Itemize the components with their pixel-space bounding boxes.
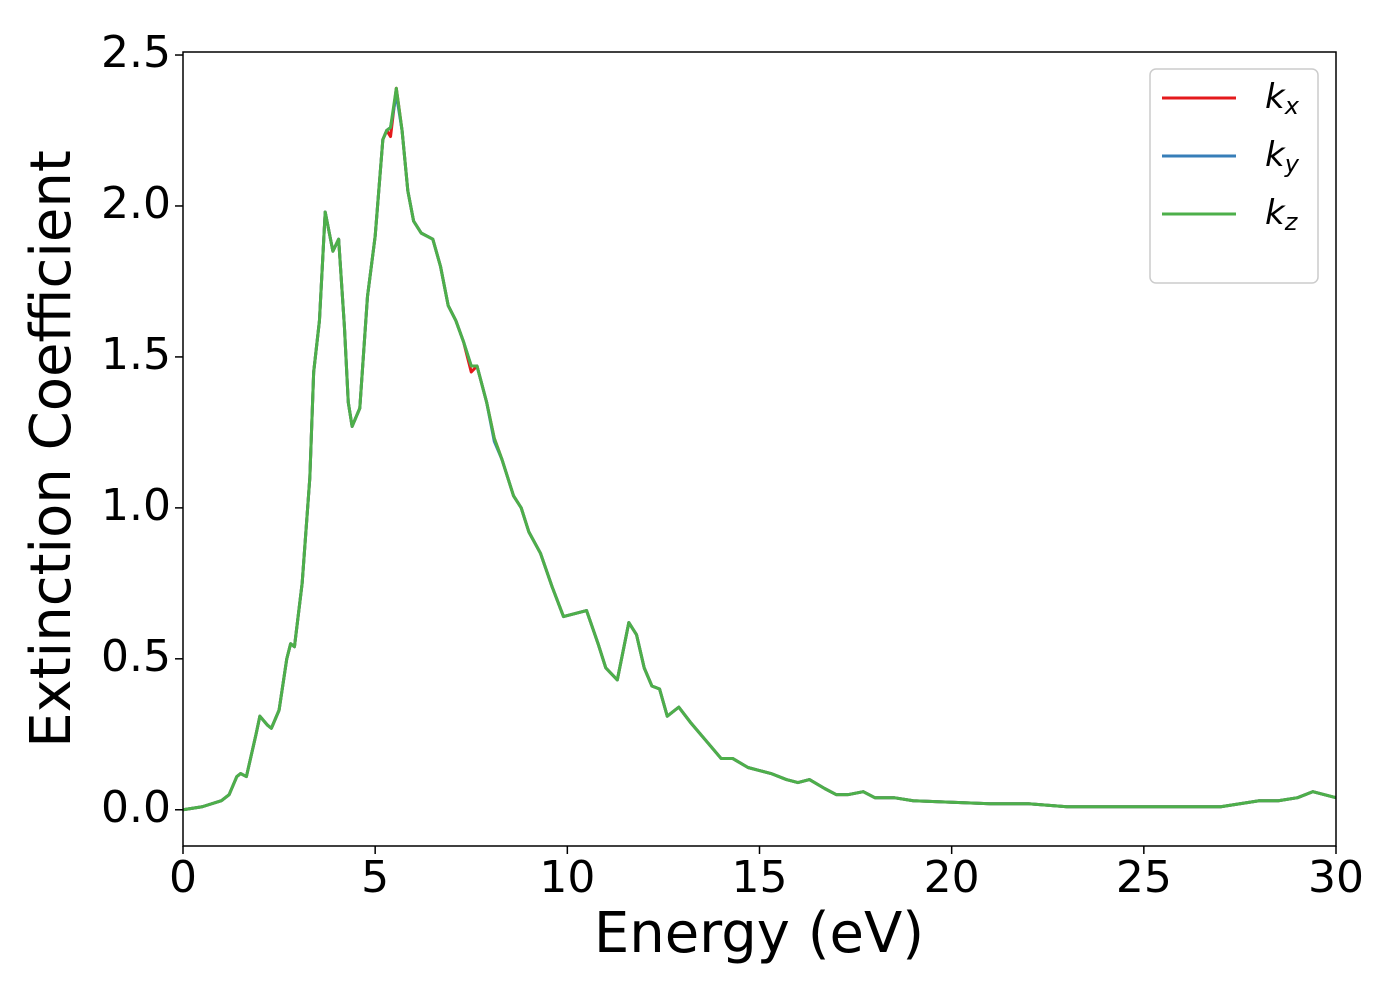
y-tick-label: 2.0 <box>101 178 171 229</box>
y-tick-label: 1.0 <box>101 480 171 531</box>
x-tick-label: 25 <box>1116 852 1172 903</box>
x-tick-label: 30 <box>1308 852 1364 903</box>
y-tick-label: 0.0 <box>101 782 171 833</box>
y-tick-label: 1.5 <box>101 329 171 380</box>
legend-label: ky <box>1265 135 1300 179</box>
x-axis-label: Energy (eV) <box>594 901 924 966</box>
legend-label: kx <box>1265 77 1300 121</box>
x-tick-label: 5 <box>361 852 389 903</box>
plot-frame <box>182 51 1337 847</box>
y-tick-label: 2.5 <box>101 27 171 78</box>
legend-box <box>1149 68 1319 284</box>
x-tick-label: 20 <box>924 852 980 903</box>
series-line <box>182 86 1337 812</box>
x-tick-label: 0 <box>169 852 197 903</box>
x-tick-label: 15 <box>732 852 788 903</box>
x-tick-label: 10 <box>539 852 595 903</box>
y-tick-label: 0.5 <box>101 631 171 682</box>
y-axis-label: Extinction Coefficient <box>19 150 84 748</box>
legend-label: kz <box>1265 193 1299 237</box>
